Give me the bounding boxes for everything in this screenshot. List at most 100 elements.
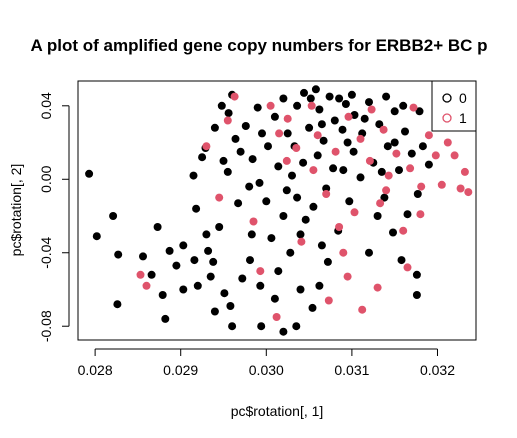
legend-box <box>431 80 477 132</box>
legend-marker-1 <box>442 113 452 123</box>
data-point-series-0 <box>365 98 373 107</box>
data-point-series-0 <box>257 322 266 331</box>
data-point-series-1 <box>399 226 408 235</box>
data-point-series-1 <box>376 199 385 208</box>
data-point-series-0 <box>198 153 207 162</box>
data-point-series-0 <box>347 90 356 99</box>
data-point-series-0 <box>329 164 338 173</box>
data-point-series-1 <box>431 151 440 160</box>
data-point-series-0 <box>382 92 391 101</box>
data-point-series-0 <box>305 123 314 132</box>
data-point-series-0 <box>258 129 266 138</box>
data-point-series-0 <box>217 101 226 110</box>
data-point-series-0 <box>253 103 262 112</box>
y-tick-label: -0.08 <box>38 310 54 342</box>
data-point-series-0 <box>226 302 235 310</box>
data-point-series-1 <box>230 92 239 101</box>
x-axis: 0.028 0.029 0.030 0.031 0.032 <box>78 348 455 378</box>
data-point-series-0 <box>383 142 392 151</box>
data-point-series-0 <box>192 204 201 213</box>
data-point-series-1 <box>339 248 348 257</box>
data-point-series-0 <box>413 190 422 198</box>
data-point-series-0 <box>85 169 94 178</box>
legend-label-1: 1 <box>459 110 467 126</box>
data-point-series-1 <box>313 131 322 140</box>
data-point-series-0 <box>223 167 232 176</box>
data-point-series-0 <box>341 100 350 108</box>
data-point-series-0 <box>309 202 318 211</box>
data-point-series-0 <box>286 248 295 257</box>
data-point-series-0 <box>270 294 279 303</box>
data-point-series-0 <box>247 230 256 239</box>
data-point-series-1 <box>297 237 306 246</box>
data-point-series-0 <box>377 167 386 176</box>
data-point-series-1 <box>343 272 352 281</box>
data-point-series-0 <box>390 107 399 116</box>
data-point-series-1 <box>456 184 465 193</box>
data-point-series-1 <box>416 210 425 219</box>
data-point-series-0 <box>339 166 348 175</box>
data-point-series-1 <box>275 129 284 138</box>
data-point-series-0 <box>204 246 213 255</box>
data-point-series-0 <box>210 123 219 132</box>
data-point-series-0 <box>264 142 272 151</box>
data-point-series-0 <box>403 210 412 219</box>
data-point-series-0 <box>241 122 250 130</box>
data-point-series-0 <box>179 241 188 250</box>
data-point-series-1 <box>292 144 301 152</box>
x-tick-label: 0.031 <box>334 362 369 378</box>
data-point-series-0 <box>311 85 320 94</box>
data-point-series-1 <box>282 156 291 165</box>
y-axis: -0.08 -0.04 0.00 0.04 <box>38 92 70 342</box>
data-point-series-0 <box>373 212 382 220</box>
data-point-series-0 <box>147 270 156 279</box>
data-point-series-0 <box>345 197 354 206</box>
data-point-series-0 <box>296 285 305 294</box>
data-point-series-1 <box>365 156 374 165</box>
data-point-series-0 <box>301 215 310 224</box>
data-point-series-1 <box>373 283 382 292</box>
data-point-series-0 <box>231 134 240 143</box>
data-point-series-0 <box>245 182 254 191</box>
data-point-series-0 <box>236 147 245 156</box>
data-point-series-0 <box>322 184 331 193</box>
data-point-series-1 <box>307 101 316 110</box>
plot-frame <box>77 80 477 341</box>
x-tick-label: 0.028 <box>78 362 113 378</box>
data-point-series-1 <box>356 134 365 143</box>
data-point-series-0 <box>293 193 302 202</box>
data-point-series-1 <box>324 296 333 305</box>
data-point-series-0 <box>215 223 224 231</box>
data-point-series-1 <box>266 101 275 110</box>
data-point-series-1 <box>272 313 281 321</box>
data-point-series-0 <box>228 322 237 331</box>
data-point-series-0 <box>350 111 359 119</box>
data-point-series-1 <box>382 186 391 195</box>
data-point-series-1 <box>384 171 393 180</box>
data-point-series-0 <box>292 322 301 331</box>
data-point-series-1 <box>322 190 331 198</box>
data-point-series-0 <box>330 116 339 125</box>
x-tick-label: 0.029 <box>163 362 198 378</box>
data-point-series-0 <box>390 138 399 147</box>
data-point-series-0 <box>279 212 288 220</box>
data-point-series-0 <box>418 142 427 151</box>
data-point-series-0 <box>139 252 147 261</box>
data-point-series-0 <box>262 197 271 206</box>
data-point-series-0 <box>165 246 174 255</box>
legend-label-0: 0 <box>459 90 467 106</box>
data-point-series-0 <box>238 274 247 283</box>
data-point-series-0 <box>306 94 315 103</box>
data-point-series-0 <box>153 223 162 231</box>
data-point-series-0 <box>283 129 292 138</box>
data-point-series-0 <box>401 127 409 136</box>
data-point-series-0 <box>319 136 328 145</box>
data-point-series-1 <box>350 208 359 217</box>
data-point-series-0 <box>407 149 416 158</box>
y-axis-label: pc$rotation[, 2] <box>8 164 24 257</box>
data-point-series-1 <box>283 114 292 123</box>
x-tick-label: 0.032 <box>420 362 455 378</box>
data-point-series-0 <box>282 186 291 195</box>
y-tick-label: 0.04 <box>38 92 54 119</box>
data-point-series-0 <box>412 291 421 299</box>
